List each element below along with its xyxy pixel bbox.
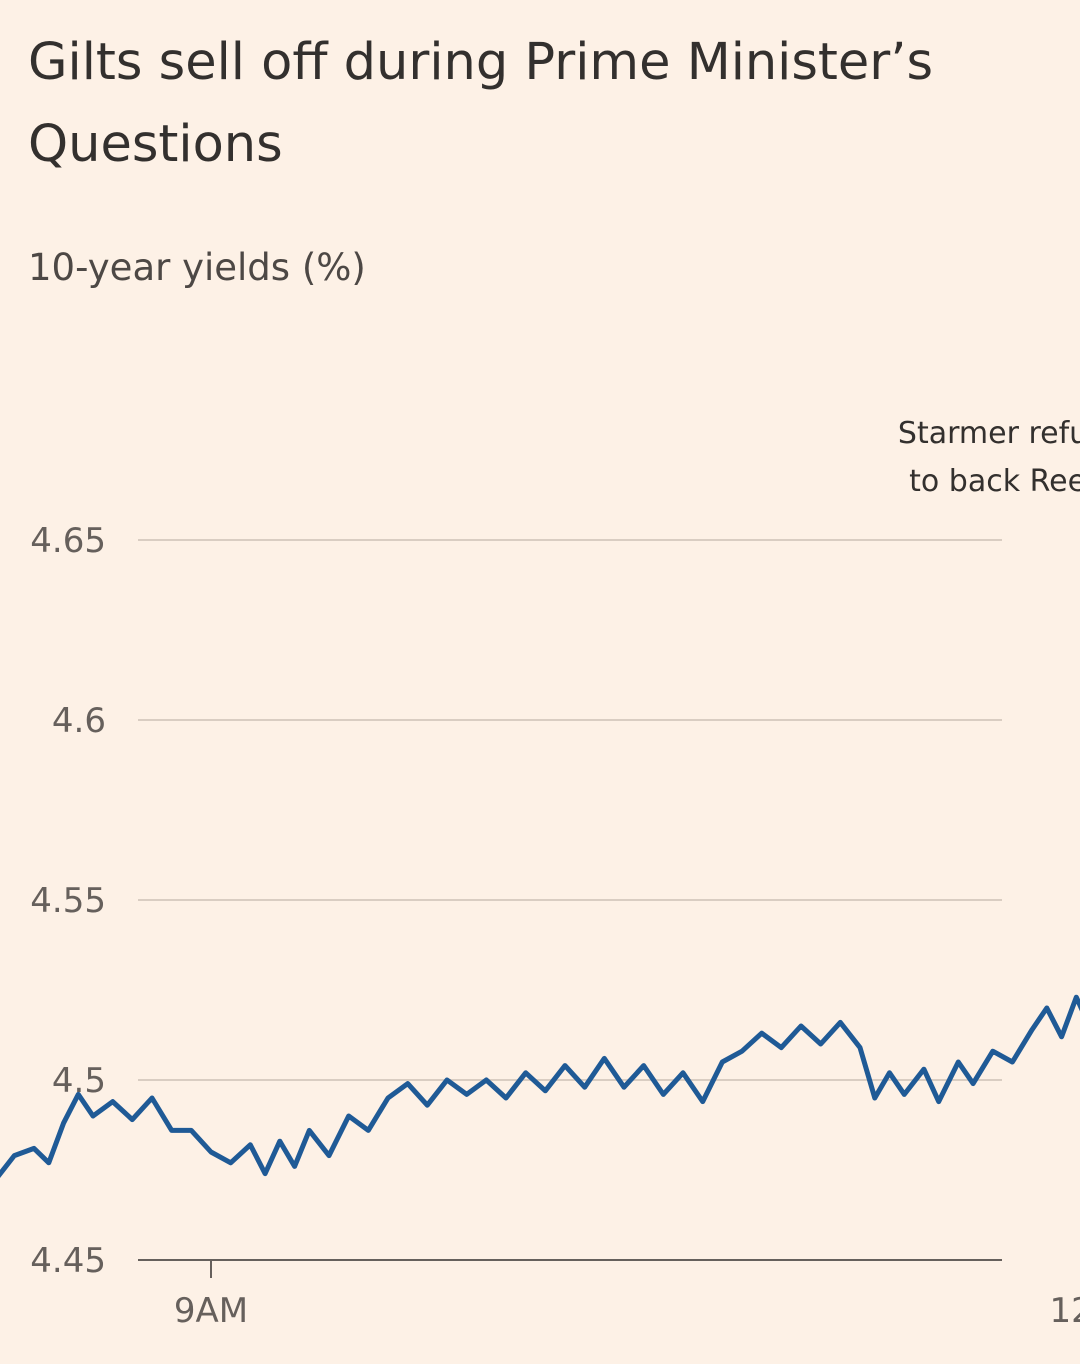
x-axis-ticks: 9AM12PM3PM [174, 1260, 1080, 1331]
annotation-text: Starmer refuses [898, 416, 1080, 451]
x-tick-label: 12PM [1049, 1291, 1080, 1331]
series-layer [0, 994, 1080, 1179]
yield-series-line [0, 994, 1080, 1179]
gridlines [138, 539, 1002, 1261]
chart-subtitle: 10-year yields (%) [28, 246, 366, 289]
chart-title: Gilts sell off during Prime Minister’s Q… [28, 33, 934, 174]
annotation-text: to back Reeves [909, 464, 1080, 499]
annotation: Starmer refuses to back Reeves [898, 416, 1080, 499]
y-tick-label: 4.6 [52, 701, 106, 741]
y-tick-label: 4.45 [30, 1241, 106, 1281]
x-tick-label: 9AM [174, 1291, 248, 1331]
y-axis-ticks: 4.654.64.554.54.45 [30, 521, 106, 1281]
y-tick-label: 4.65 [30, 521, 106, 561]
y-tick-label: 4.55 [30, 881, 106, 921]
